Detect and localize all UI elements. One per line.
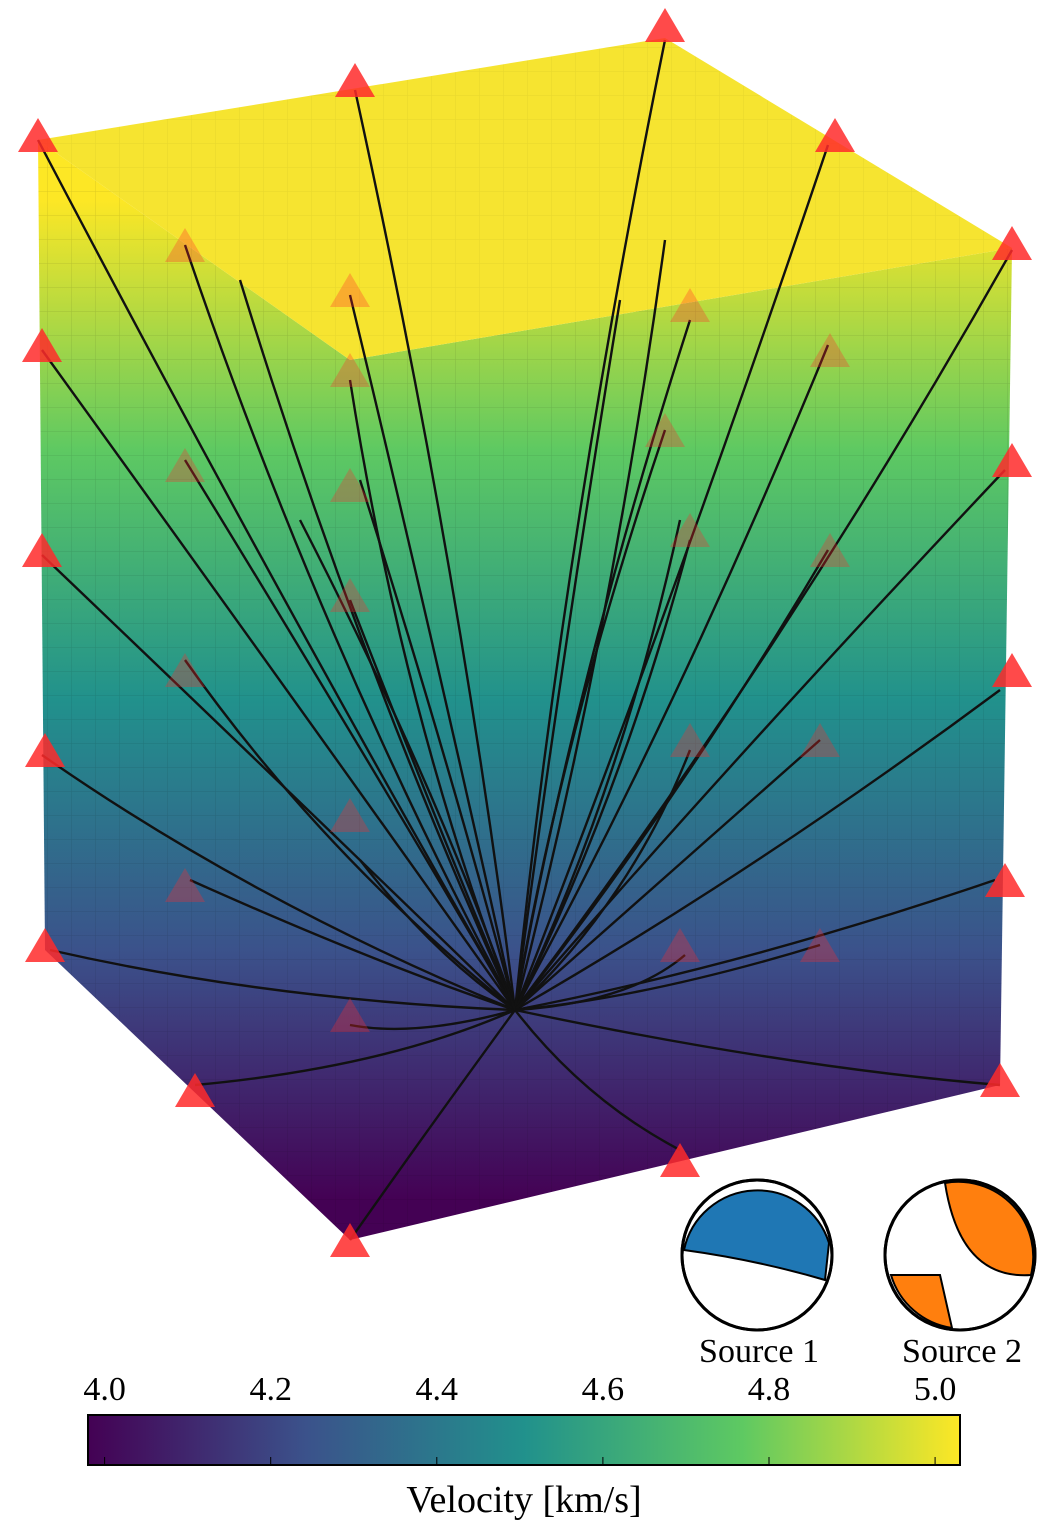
ray [513, 299, 622, 1011]
ray [514, 469, 1006, 1011]
ray [348, 599, 517, 1011]
colorbar-tick-label: 4.6 [582, 1371, 625, 1408]
station [800, 723, 840, 757]
colorbar-tick-label: 4.4 [416, 1371, 459, 1408]
station [645, 8, 685, 42]
station [330, 273, 370, 307]
velocity-cube [38, 38, 1012, 1240]
colorbar [87, 1414, 961, 1466]
station [165, 868, 205, 902]
ray [184, 659, 516, 1011]
beachball-outline [883, 1178, 1037, 1332]
ray [514, 749, 692, 1011]
ray [514, 1009, 681, 1152]
ray [513, 519, 682, 1011]
station [330, 353, 370, 387]
station [800, 928, 840, 962]
ray [514, 739, 821, 1011]
cube-top-grid [38, 38, 1012, 360]
stations [18, 8, 1032, 1257]
beachballs: Source 1 Source 2 [680, 1178, 1037, 1370]
station [985, 863, 1025, 897]
station [980, 1063, 1020, 1097]
ray [514, 689, 1001, 1012]
station [165, 448, 205, 482]
ray [513, 144, 830, 1011]
ray [41, 754, 516, 1012]
ray [348, 294, 517, 1011]
station [25, 928, 65, 962]
ray [514, 1008, 1001, 1087]
station [670, 723, 710, 757]
station [810, 333, 850, 367]
ray [514, 249, 1014, 1011]
station [165, 653, 205, 687]
station [815, 118, 855, 152]
ray [194, 1008, 516, 1087]
ray [349, 1009, 516, 1241]
ray [513, 39, 667, 1011]
station [810, 533, 850, 567]
station [22, 328, 62, 362]
station [330, 998, 370, 1032]
ray [41, 349, 516, 1011]
ray [513, 429, 667, 1011]
cube-right-grid [350, 248, 1012, 1240]
station [330, 798, 370, 832]
ray [298, 519, 517, 1011]
beachball-fill [889, 1180, 1035, 1330]
source-label: Source 1 [699, 1333, 819, 1370]
beachball-outline [680, 1178, 834, 1332]
station [670, 288, 710, 322]
ray [358, 479, 517, 1011]
ray [36, 139, 517, 1011]
station [18, 118, 58, 152]
station [992, 653, 1032, 687]
station [330, 578, 370, 612]
colorbar-tick-label: 4.0 [83, 1371, 126, 1408]
station [992, 443, 1032, 477]
station [335, 63, 375, 97]
ray [183, 459, 517, 1011]
colorbar-label: Velocity [km/s] [406, 1479, 641, 1521]
station [660, 1143, 700, 1177]
ray [353, 89, 517, 1011]
colorbar-tick-label: 4.2 [249, 1371, 292, 1408]
station [670, 513, 710, 547]
ray-paths [36, 39, 1014, 1241]
station [645, 413, 685, 447]
station [330, 468, 370, 502]
ray [49, 948, 516, 1012]
station [992, 226, 1032, 260]
station [330, 1223, 370, 1257]
station [165, 228, 205, 262]
colorbar-tick-label: 4.8 [748, 1371, 791, 1408]
source-label: Source 2 [902, 1333, 1022, 1370]
ray [514, 954, 686, 1012]
ray [189, 878, 516, 1012]
colorbar-tick-label: 5.0 [914, 1371, 957, 1408]
ray [349, 1008, 516, 1031]
station [25, 733, 65, 767]
ray [513, 344, 830, 1011]
ray [183, 244, 517, 1011]
station [175, 1073, 215, 1107]
ray [359, 859, 516, 1011]
station [660, 928, 700, 962]
station [22, 533, 62, 567]
ray [514, 878, 996, 1012]
ray [514, 549, 830, 1011]
beachball-fill [682, 1189, 831, 1282]
